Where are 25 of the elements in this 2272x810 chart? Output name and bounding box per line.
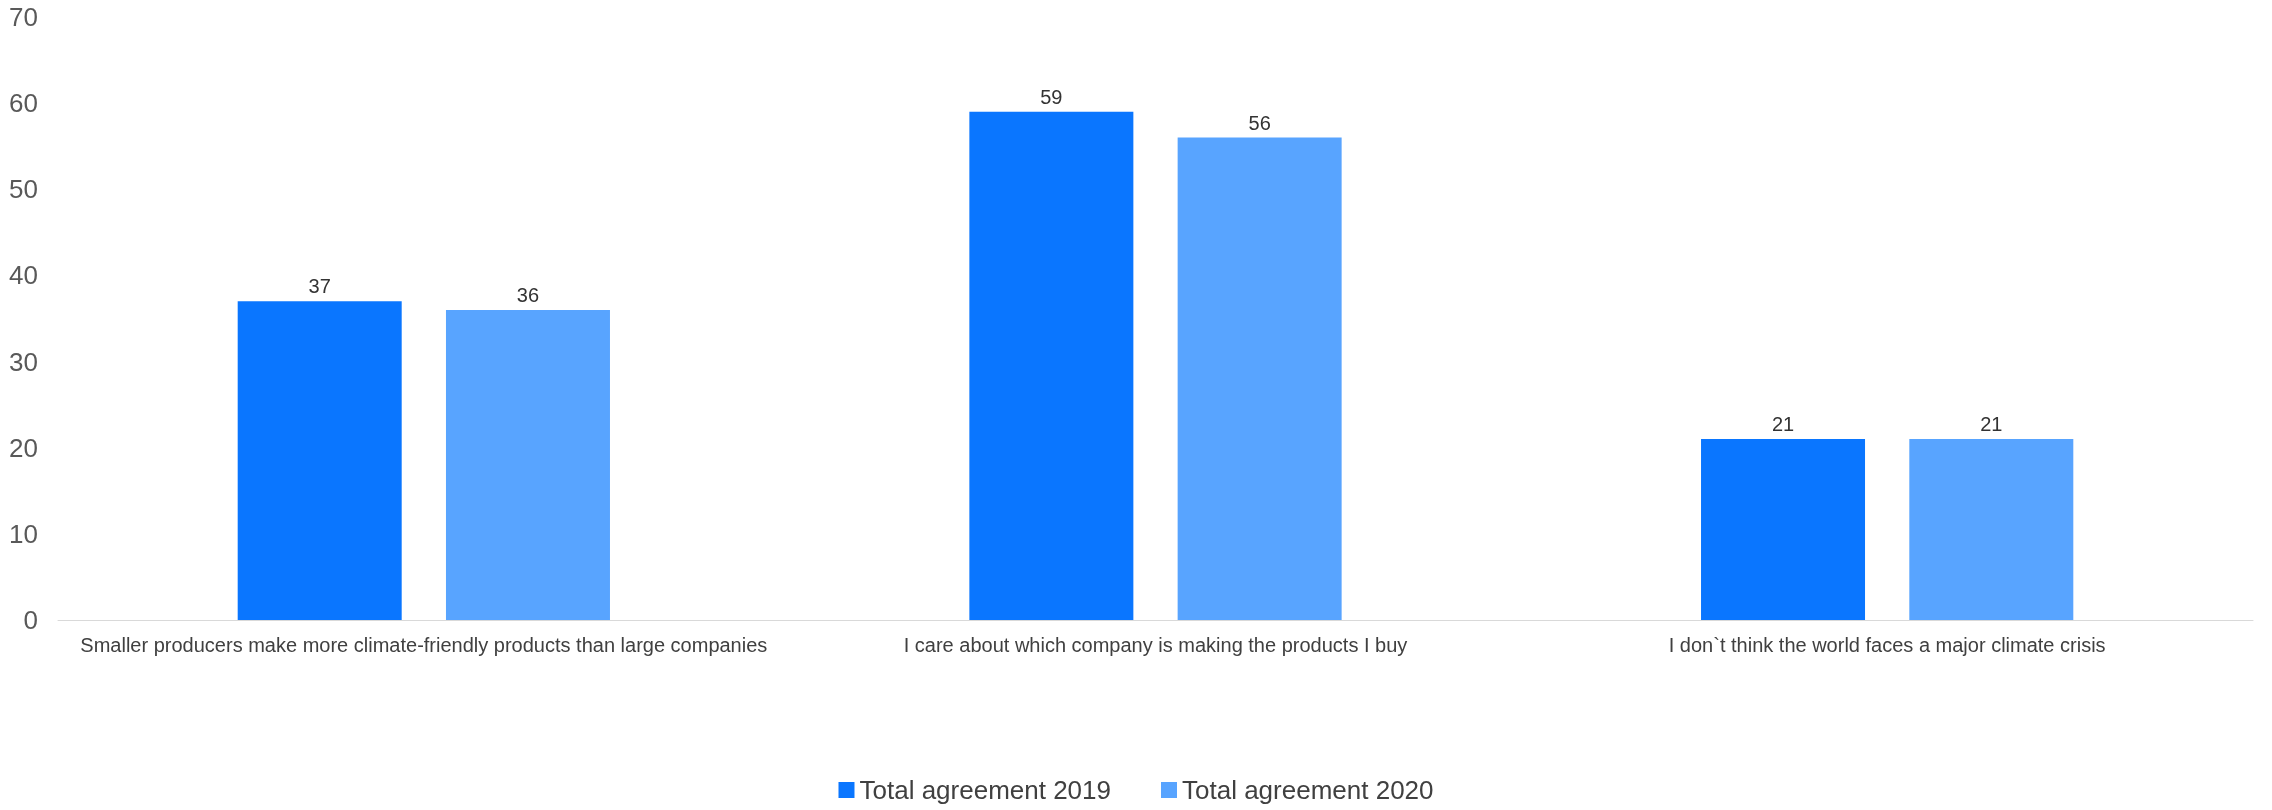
- bar: [1909, 439, 2074, 620]
- data-label: 21: [1980, 413, 2003, 436]
- bar: [1177, 137, 1342, 620]
- y-tick-label: 40: [9, 260, 38, 291]
- legend-label: Total agreement 2019: [859, 775, 1112, 805]
- data-label: 37: [308, 275, 331, 298]
- y-tick-label: 70: [9, 2, 38, 32]
- bar: [969, 111, 1134, 620]
- legend-label: Total agreement 2020: [1182, 775, 1434, 805]
- y-tick-label: 0: [23, 605, 38, 635]
- x-tick-label: I care about which company is making the products I buy: [903, 634, 1408, 656]
- x-tick-label: Smaller producers make more climate-friendly products than large companies: [80, 634, 768, 656]
- data-label: 56: [1248, 111, 1271, 134]
- y-tick-label: 50: [9, 174, 38, 205]
- y-tick-label: 30: [9, 346, 38, 377]
- data-label: 21: [1771, 413, 1795, 436]
- x-tick-label: I don`t think the world faces a major climate crisis: [1668, 634, 2106, 656]
- data-label: 36: [516, 283, 540, 306]
- y-tick-label: 10: [9, 518, 38, 549]
- y-tick-label: 60: [9, 88, 38, 119]
- y-tick-label: 20: [9, 432, 38, 463]
- bar: [445, 309, 610, 620]
- data-label: 59: [1040, 85, 1063, 108]
- bar: [237, 301, 402, 620]
- bar: [1701, 439, 1866, 620]
